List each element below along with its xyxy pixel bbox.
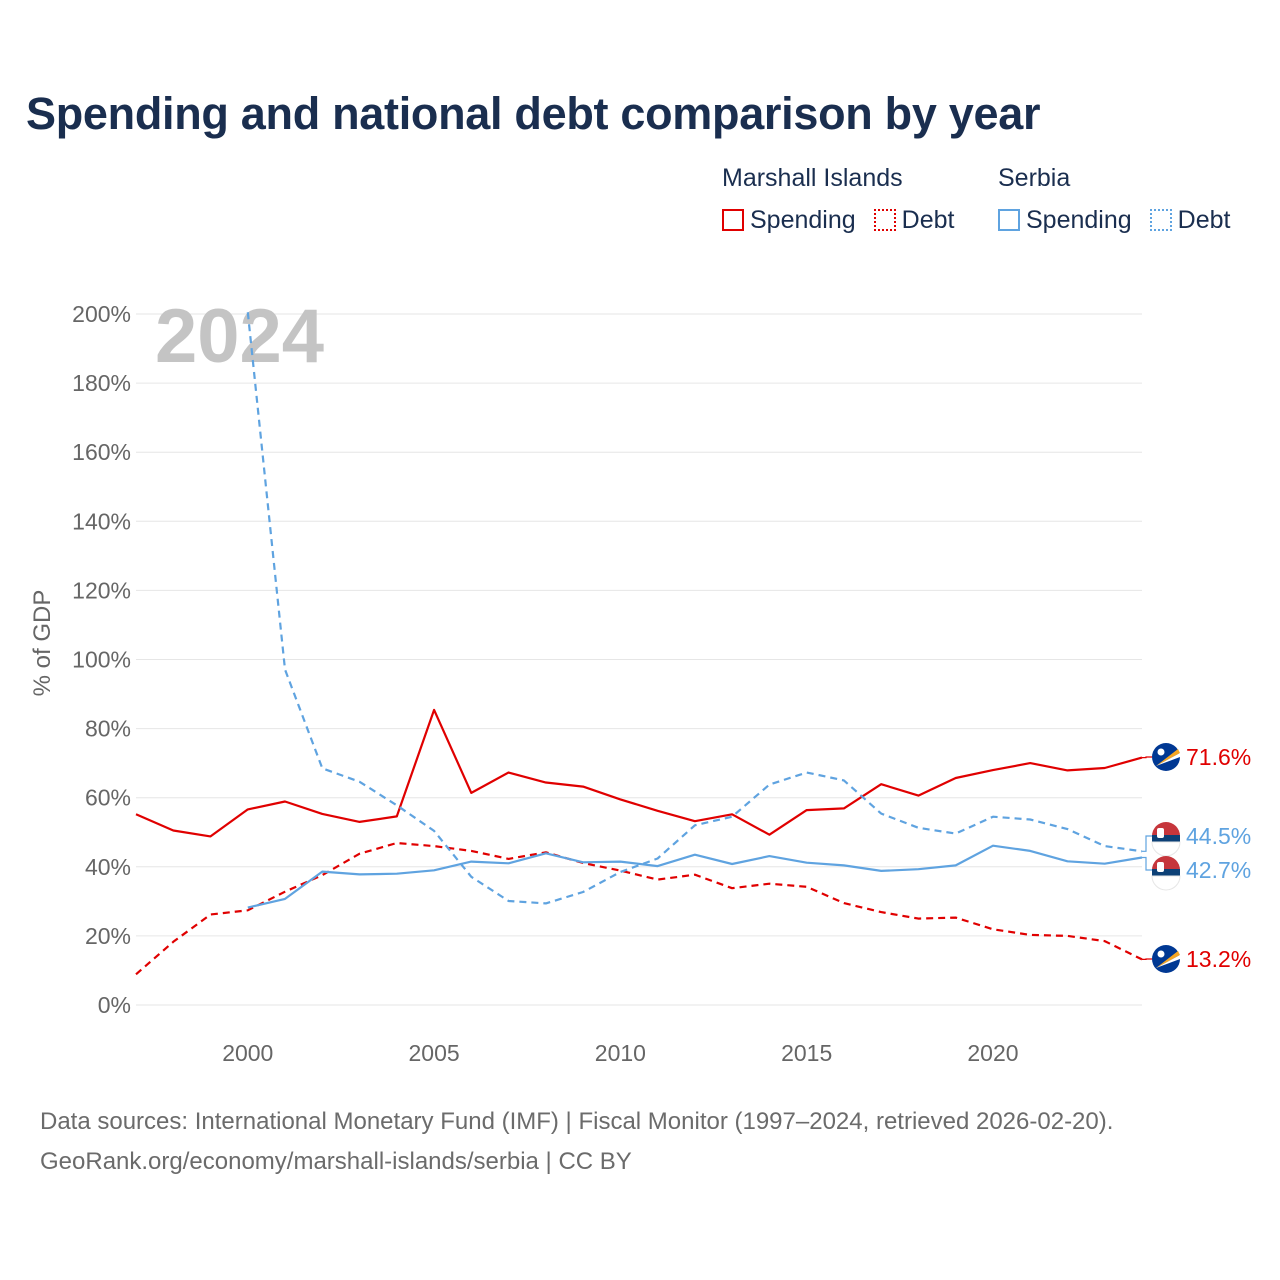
end-label-marshall-islands-spending: 71.6% [1142,743,1251,771]
flag-stripe-orange [1156,749,1180,766]
end-value-label: 44.5% [1186,823,1251,849]
end-value-label: 71.6% [1186,744,1251,770]
end-value-label: 42.7% [1186,857,1251,883]
serbia-flag-red-band [1152,856,1180,870]
serbia-flag-blue-band [1152,835,1180,842]
y-tick-label: 40% [85,854,131,880]
flag-stripe-white [1156,955,1180,968]
end-label-serbia-debt: 44.5% [1142,822,1251,857]
legend-group-title: Marshall Islands [722,164,903,192]
x-tick-label: 2005 [408,1040,459,1066]
end-label-connector [1142,756,1152,759]
legend-group-marshall-islands: Marshall Islands Spending Debt [722,162,954,236]
flag-stripe-orange [1156,951,1180,968]
x-tick-label: 2020 [967,1040,1018,1066]
legend-item-marshall-debt[interactable]: Debt [873,205,955,235]
legend-item-label: Spending [750,205,856,234]
legend-swatch-solid-red [722,209,744,231]
legend-group-serbia: Serbia Spending Debt [998,162,1230,236]
legend-item-serbia-spending[interactable]: Spending [998,206,1132,235]
serbia-flag-red-band [1152,822,1180,836]
y-tick-label: 160% [72,439,131,465]
y-axis-label: % of GDP [29,590,56,697]
series-line-serbia-debt [246,312,1143,905]
legend-group-title: Serbia [998,164,1071,192]
serbia-flag-white-band [1151,875,1181,891]
end-label-serbia-spending: 42.7% [1142,856,1251,891]
legend-swatch-dotted-blue [1149,209,1172,231]
y-tick-label: 200% [72,301,131,327]
y-tick-label: 80% [85,716,131,742]
end-value-label: 13.2% [1186,946,1251,972]
source-line: Data sources: International Monetary Fun… [40,1108,1114,1135]
legend-item-marshall-spending[interactable]: Spending [722,206,856,235]
legend-item-label: Spending [1026,205,1132,234]
y-tick-label: 0% [98,992,131,1018]
legend-swatch-dotted-red [873,209,896,231]
legend-item-label: Debt [1177,205,1231,234]
series-line-marshall-islands-spending [135,708,1143,838]
flag-stripe-white [1156,753,1180,766]
y-tick-label: 100% [72,647,131,673]
end-label-connector [1142,856,1152,871]
chart-title: Spending and national debt comparison by… [26,88,1041,139]
x-tick-label: 2015 [781,1040,832,1066]
end-label-marshall-islands-debt: 13.2% [1142,945,1251,973]
flag-star [1157,748,1165,756]
y-tick-label: 60% [85,785,131,811]
end-label-connector [1142,835,1152,852]
serbia-flag-blue-band [1152,869,1180,876]
serbia-flag-crest [1157,828,1164,838]
y-tick-label: 140% [72,508,131,534]
series-line-marshall-islands-debt [135,841,1143,976]
legend-item-serbia-debt[interactable]: Debt [1149,205,1231,235]
source-url-line[interactable]: GeoRank.org/economy/marshall-islands/ser… [40,1148,632,1175]
serbia-flag-white-band [1151,841,1181,857]
x-tick-label: 2010 [595,1040,646,1066]
year-watermark: 2024 [155,294,324,379]
legend-item-label: Debt [901,205,955,234]
line-chart: 0% 20% 40% 60% 80% 100% 120% 140% 160% 180% 200% 20… [29,294,1251,1066]
flag-star [1157,950,1165,958]
x-tick-label: 2000 [222,1040,273,1066]
y-tick-label: 120% [72,577,131,603]
y-tick-label: 20% [85,923,131,949]
legend-swatch-solid-blue [998,209,1020,231]
series-line-serbia-spending [247,844,1143,909]
y-tick-label: 180% [72,370,131,396]
serbia-flag-crest [1157,862,1164,872]
